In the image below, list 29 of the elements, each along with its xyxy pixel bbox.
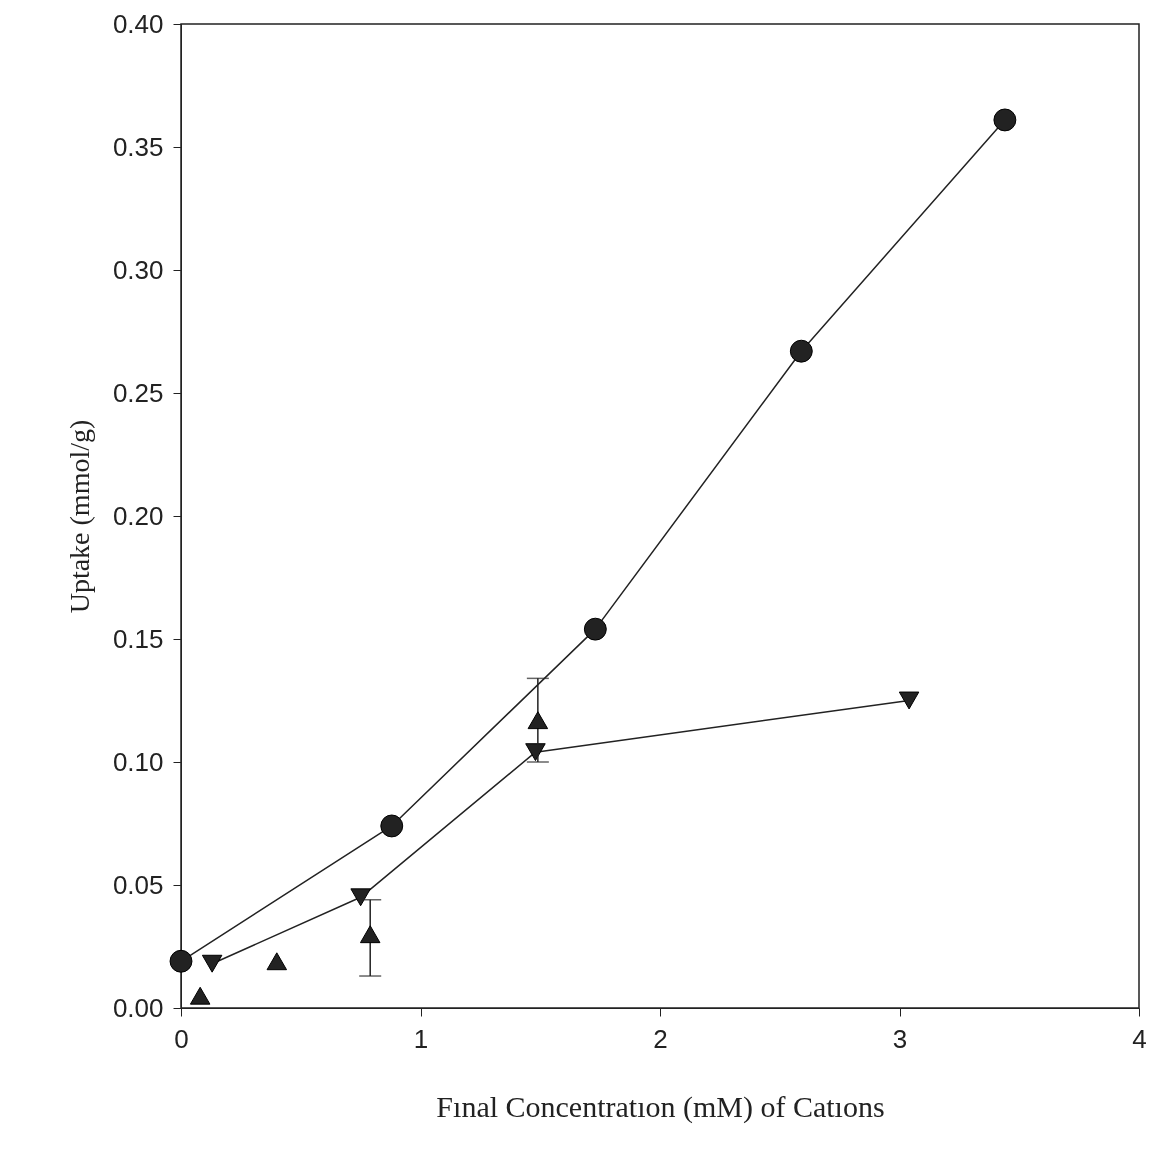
x-tick-label: 3 bbox=[892, 1023, 908, 1054]
y-tick-label: 0.40 bbox=[112, 8, 164, 39]
point bbox=[266, 952, 288, 971]
x-tick-label: 1 bbox=[413, 1023, 429, 1054]
y-tick-label: 0.20 bbox=[112, 500, 164, 531]
point bbox=[583, 617, 607, 641]
y-tick-label: 0.00 bbox=[112, 992, 164, 1023]
point bbox=[201, 954, 223, 973]
y-axis-title: Uptake (mmol/g) bbox=[63, 419, 95, 614]
point bbox=[169, 949, 193, 973]
x-tick-label: 4 bbox=[1132, 1023, 1147, 1054]
point bbox=[789, 339, 813, 363]
point bbox=[350, 888, 371, 907]
point bbox=[380, 814, 404, 838]
y-tick-label: 0.05 bbox=[112, 869, 164, 900]
point bbox=[189, 986, 211, 1005]
point bbox=[525, 743, 546, 762]
point bbox=[527, 711, 549, 730]
point bbox=[359, 925, 381, 944]
point bbox=[898, 691, 920, 710]
x-tick-label: 2 bbox=[653, 1023, 668, 1054]
y-tick-label: 0.10 bbox=[112, 746, 164, 777]
point bbox=[993, 108, 1017, 132]
y-tick-label: 0.15 bbox=[112, 623, 164, 654]
y-tick-label: 0.30 bbox=[112, 254, 164, 285]
x-axis-title: Fınal Concentratıon (mM) of Catıons bbox=[436, 1089, 885, 1124]
x-tick-label: 0 bbox=[174, 1023, 189, 1054]
y-tick-label: 0.25 bbox=[112, 377, 164, 408]
y-tick-label: 0.35 bbox=[112, 131, 164, 162]
